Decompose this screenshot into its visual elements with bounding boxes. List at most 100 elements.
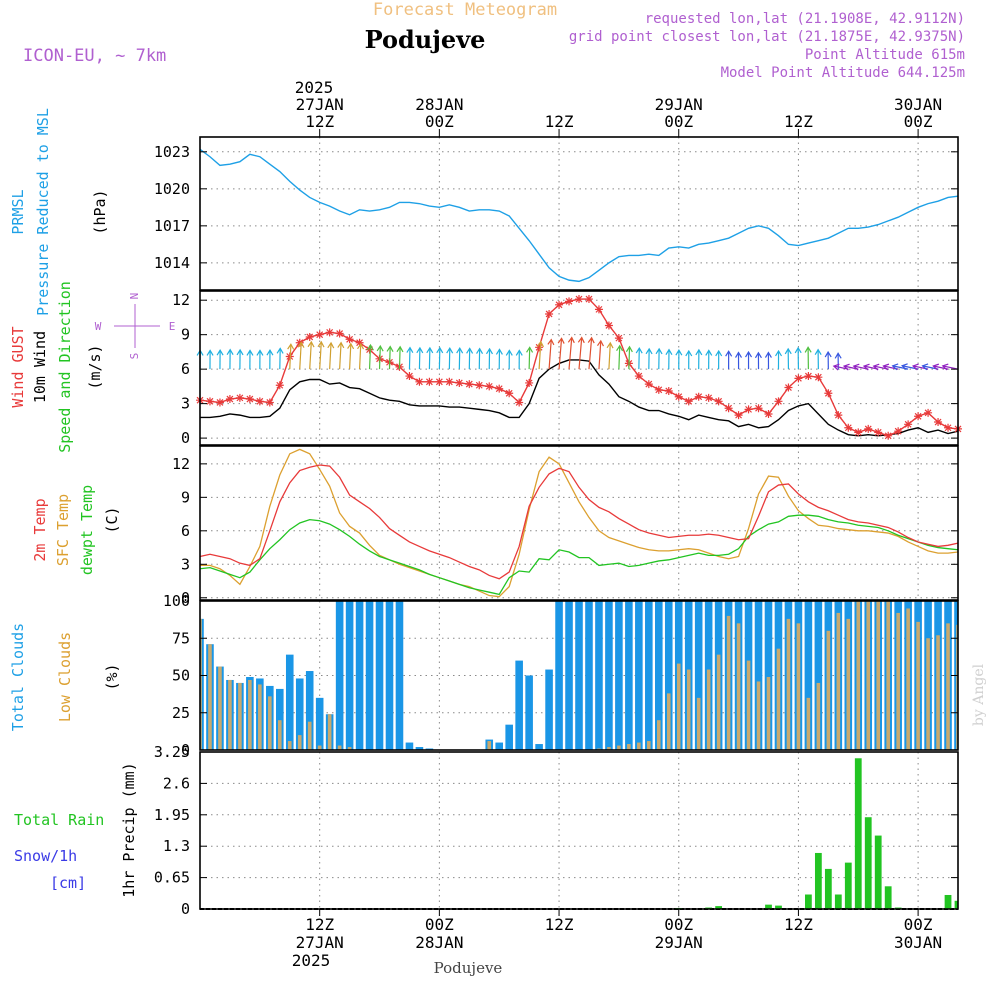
wind-arrow-head xyxy=(665,348,673,356)
wind-gust-point xyxy=(674,392,683,401)
wind-gust-point xyxy=(345,335,354,344)
low-cloud-bar xyxy=(317,745,322,750)
wind-gust-point xyxy=(545,309,554,318)
wind-gust-point xyxy=(445,377,454,386)
wind-arrow-head xyxy=(276,347,284,354)
y-tick-label: 9 xyxy=(181,488,190,506)
wind-arrow-head xyxy=(587,336,595,344)
wind-arrow-shaft xyxy=(408,347,411,370)
low-cloud-bar xyxy=(806,697,811,750)
low-cloud-bar xyxy=(946,623,950,750)
wind-arrow xyxy=(547,338,555,370)
wind-gust-point xyxy=(634,372,643,381)
label-total-clouds: Total Clouds xyxy=(9,623,27,731)
wind-arrow xyxy=(396,345,404,370)
x-bottom-day-label: 30JAN xyxy=(894,933,942,952)
x-top-day-label: 28JAN xyxy=(415,95,463,114)
total-cloud-bar xyxy=(495,742,504,750)
frames-layer xyxy=(199,129,959,916)
y-tick-label: 12 xyxy=(172,291,190,309)
wind-gust-point xyxy=(744,405,753,414)
wind-arrow-head xyxy=(376,344,384,352)
wind-gust-point xyxy=(784,383,793,392)
wind-arrow xyxy=(317,340,325,370)
wind-arrow-head xyxy=(456,346,464,354)
low-cloud-bar xyxy=(686,669,691,750)
x-bottom-hour-label: 00Z xyxy=(664,915,693,934)
low-cloud-bar xyxy=(277,720,282,750)
wind-arrow xyxy=(515,349,523,370)
low-cloud-bar xyxy=(796,623,801,750)
wind-arrow-shaft xyxy=(608,342,611,370)
y-tick-label: 50 xyxy=(172,667,190,685)
y-tick-label: 1023 xyxy=(154,143,190,161)
wind-arrow-shaft xyxy=(329,342,332,370)
compass-s: S xyxy=(128,353,141,360)
x-bottom-day-label: 27JAN xyxy=(296,933,344,952)
wind-gust-point xyxy=(854,428,863,437)
temp-2m-line xyxy=(199,464,959,580)
wind-gust-point xyxy=(594,305,603,314)
wind-arrow-head xyxy=(485,347,494,355)
wind-arrow-shaft xyxy=(548,339,552,370)
wind-gust-point xyxy=(425,377,434,386)
wind-arrow-head xyxy=(832,363,840,371)
low-cloud-bar xyxy=(287,741,292,750)
wind-gust-point xyxy=(485,382,494,391)
y-tick-label: 3.25 xyxy=(154,743,190,761)
wind-arrow xyxy=(206,349,214,370)
wind-arrow-head xyxy=(625,345,633,353)
wind-gust-point xyxy=(694,392,703,401)
wind-arrow-head xyxy=(557,337,565,344)
low-cloud-bar xyxy=(916,621,920,750)
requested-coords: requested lon,lat (21.1908E, 42.9112N) xyxy=(645,11,965,27)
total-cloud-bar xyxy=(625,601,633,750)
wind-gust-point xyxy=(475,381,484,390)
wind-arrow-shaft xyxy=(538,341,542,370)
low-cloud-bar xyxy=(228,679,232,750)
wind-arrow-head xyxy=(715,349,723,357)
wind-gust-point xyxy=(944,423,953,432)
y-tick-label: 1020 xyxy=(154,180,190,198)
wind-arrow xyxy=(794,346,802,370)
label-percent: (%) xyxy=(103,663,121,690)
label-precip-axis: 1hr Precip (mm) xyxy=(120,762,138,897)
wind-gust-point xyxy=(884,431,893,440)
label-total-rain: Total Rain xyxy=(14,811,104,829)
wind-arrow-head xyxy=(307,340,315,348)
x-top-day-label: 30JAN xyxy=(894,95,942,114)
low-cloud-bar xyxy=(736,623,741,750)
wind-arrow xyxy=(526,346,534,370)
faded-title: Forecast Meteogram xyxy=(373,0,557,20)
label-ms: (m/s) xyxy=(86,344,104,389)
x-top-hour-label: 00Z xyxy=(664,112,693,131)
panel-frame xyxy=(199,445,959,601)
year-top: 2025 xyxy=(295,78,334,97)
wind-gust-point xyxy=(914,412,923,421)
wind-arrow xyxy=(416,346,424,370)
temp-sfc-line xyxy=(200,448,959,598)
wind-gust-point xyxy=(824,389,833,398)
low-cloud-bar xyxy=(656,720,661,750)
wind-arrow xyxy=(557,337,565,370)
rain-bar xyxy=(844,862,852,909)
low-cloud-bar xyxy=(297,735,302,750)
wind-arrow xyxy=(824,350,832,370)
wind-arrow xyxy=(307,340,315,370)
wind-gust-point xyxy=(664,386,673,395)
low-cloud-bar xyxy=(726,615,731,750)
wind-arrow-head xyxy=(577,336,585,344)
wind-arrow xyxy=(616,344,624,370)
wind-arrow-shaft xyxy=(598,340,602,370)
total-cloud-bar xyxy=(375,601,384,750)
rain-bar xyxy=(814,852,822,909)
data-layer xyxy=(196,148,962,910)
total-cloud-bar xyxy=(535,744,543,750)
wind-arrow xyxy=(347,342,355,370)
wind-arrow-head xyxy=(406,346,414,353)
total-cloud-bar xyxy=(605,601,613,750)
low-cloud-bar xyxy=(776,648,781,750)
wind-arrow-head xyxy=(317,340,325,348)
rain-bar xyxy=(954,900,958,909)
total-cloud-bar xyxy=(385,601,394,750)
